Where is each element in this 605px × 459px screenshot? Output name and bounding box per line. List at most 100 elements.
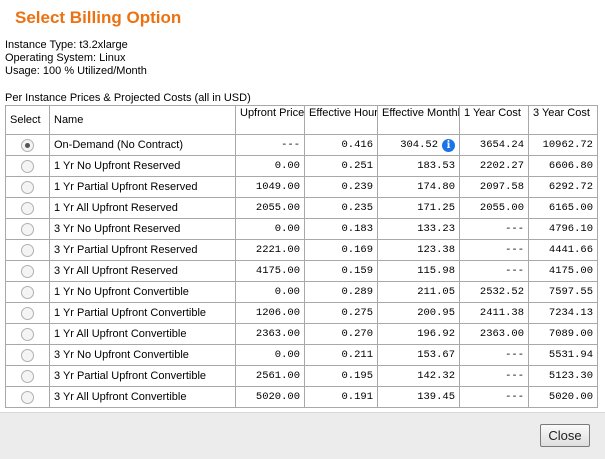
hourly-cost-cell: 0.416 bbox=[304, 134, 378, 156]
hourly-cost-cell: 0.169 bbox=[304, 239, 378, 261]
option-name: 1 Yr No Upfront Reserved bbox=[49, 155, 236, 177]
billing-option-radio[interactable] bbox=[21, 222, 34, 236]
select-cell bbox=[5, 260, 50, 282]
1yr-cost-cell: 2097.58 bbox=[459, 176, 529, 198]
3yr-cost-cell: 4796.10 bbox=[528, 218, 598, 240]
hourly-cost-cell: 0.239 bbox=[304, 176, 378, 198]
select-cell bbox=[5, 176, 50, 198]
upfront-price-cell: 5020.00 bbox=[235, 386, 305, 408]
billing-option-radio[interactable] bbox=[21, 390, 34, 404]
monthly-cost-cell: 171.25 bbox=[377, 197, 460, 219]
hourly-cost-cell: 0.251 bbox=[304, 155, 378, 177]
option-name: 1 Yr All Upfront Convertible bbox=[49, 323, 236, 345]
monthly-cost-cell: 153.67 bbox=[377, 344, 460, 366]
option-name: 3 Yr All Upfront Reserved bbox=[49, 260, 236, 282]
upfront-price-cell: 0.00 bbox=[235, 344, 305, 366]
table-row[interactable]: 1 Yr All Upfront Convertible 2363.00 0.270… bbox=[5, 323, 598, 345]
col-monthly-cost: Effective Monthly Cost bbox=[377, 105, 460, 135]
table-row[interactable]: 1 Yr All Upfront Reserved 2055.00 0.235 171… bbox=[5, 197, 598, 219]
option-name: 3 Yr No Upfront Reserved bbox=[49, 218, 236, 240]
table-row[interactable]: 3 Yr No Upfront Reserved 0.00 0.183 133.23-… bbox=[5, 218, 598, 240]
upfront-price-cell: 4175.00 bbox=[235, 260, 305, 282]
billing-option-radio[interactable] bbox=[21, 159, 34, 173]
dialog-title: Select Billing Option bbox=[15, 8, 182, 27]
col-3yr-cost: 3 Year Cost bbox=[528, 105, 598, 135]
table-row[interactable]: 3 Yr Partial Upfront Reserved 2221.00 0.16… bbox=[5, 239, 598, 261]
1yr-cost-cell: --- bbox=[459, 344, 529, 366]
hourly-cost-cell: 0.211 bbox=[304, 344, 378, 366]
upfront-price-cell: 0.00 bbox=[235, 281, 305, 303]
option-name: 1 Yr Partial Upfront Reserved bbox=[49, 176, 236, 198]
3yr-cost-cell: 7597.55 bbox=[528, 281, 598, 303]
3yr-cost-cell: 5531.94 bbox=[528, 344, 598, 366]
select-cell bbox=[5, 197, 50, 219]
3yr-cost-cell: 6606.80 bbox=[528, 155, 598, 177]
upfront-price-cell: 2561.00 bbox=[235, 365, 305, 387]
option-name: 1 Yr All Upfront Reserved bbox=[49, 197, 236, 219]
select-cell bbox=[5, 281, 50, 303]
billing-option-radio[interactable] bbox=[21, 138, 34, 152]
table-row[interactable]: 1 Yr Partial Upfront Convertible 1206.00 0… bbox=[5, 302, 598, 324]
monthly-cost-value: 304.52 bbox=[400, 139, 438, 151]
billing-option-radio[interactable] bbox=[21, 201, 34, 215]
table-row[interactable]: 3 Yr All Upfront Convertible 5020.00 0.191… bbox=[5, 386, 598, 408]
hourly-cost-cell: 0.191 bbox=[304, 386, 378, 408]
table-row[interactable]: 3 Yr Partial Upfront Convertible 2561.00 0… bbox=[5, 365, 598, 387]
usage: Usage: 100 % Utilized/Month bbox=[5, 65, 147, 77]
col-hourly-cost: Effective Hourly Cost bbox=[304, 105, 378, 135]
table-row[interactable]: On-Demand (No Contract) --- 0.416 304.52 i 36… bbox=[5, 134, 598, 156]
3yr-cost-cell: 4441.66 bbox=[528, 239, 598, 261]
billing-option-radio[interactable] bbox=[21, 285, 34, 299]
upfront-price-cell: 2055.00 bbox=[235, 197, 305, 219]
billing-option-radio[interactable] bbox=[21, 348, 34, 362]
monthly-cost-with-info: 304.52 i bbox=[382, 138, 455, 152]
select-cell bbox=[5, 155, 50, 177]
table-row[interactable]: 1 Yr Partial Upfront Reserved 1049.00 0.23… bbox=[5, 176, 598, 198]
billing-option-radio[interactable] bbox=[21, 369, 34, 383]
hourly-cost-cell: 0.235 bbox=[304, 197, 378, 219]
monthly-cost-cell: 139.45 bbox=[377, 386, 460, 408]
upfront-price-cell: 0.00 bbox=[235, 218, 305, 240]
monthly-cost-cell: 142.32 bbox=[377, 365, 460, 387]
table-row[interactable]: 3 Yr All Upfront Reserved 4175.00 0.159 115… bbox=[5, 260, 598, 282]
col-upfront-price: Upfront Price bbox=[235, 105, 305, 135]
billing-option-radio[interactable] bbox=[21, 264, 34, 278]
1yr-cost-cell: 2363.00 bbox=[459, 323, 529, 345]
table-row[interactable]: 3 Yr No Upfront Convertible 0.00 0.211 153.… bbox=[5, 344, 598, 366]
monthly-cost-cell: 196.92 bbox=[377, 323, 460, 345]
3yr-cost-cell: 5123.30 bbox=[528, 365, 598, 387]
hourly-cost-cell: 0.275 bbox=[304, 302, 378, 324]
billing-option-radio[interactable] bbox=[21, 327, 34, 341]
billing-option-radio[interactable] bbox=[21, 180, 34, 194]
select-cell bbox=[5, 134, 50, 156]
hourly-cost-cell: 0.159 bbox=[304, 260, 378, 282]
upfront-price-cell: 2221.00 bbox=[235, 239, 305, 261]
option-name: 1 Yr No Upfront Convertible bbox=[49, 281, 236, 303]
info-icon[interactable]: i bbox=[442, 138, 455, 152]
close-button[interactable]: Close bbox=[540, 424, 590, 447]
3yr-cost-cell: 7234.13 bbox=[528, 302, 598, 324]
option-name: On-Demand (No Contract) bbox=[49, 134, 236, 156]
1yr-cost-cell: --- bbox=[459, 239, 529, 261]
monthly-cost-cell: 123.38 bbox=[377, 239, 460, 261]
header-row: Select Name Upfront Price Effective Hour… bbox=[5, 105, 598, 135]
billing-option-radio[interactable] bbox=[21, 243, 34, 257]
select-cell bbox=[5, 365, 50, 387]
option-name: 3 Yr Partial Upfront Reserved bbox=[49, 239, 236, 261]
1yr-cost-cell: 2411.38 bbox=[459, 302, 529, 324]
upfront-price-cell: 1049.00 bbox=[235, 176, 305, 198]
1yr-cost-cell: 3654.24 bbox=[459, 134, 529, 156]
option-name: 3 Yr Partial Upfront Convertible bbox=[49, 365, 236, 387]
billing-option-radio[interactable] bbox=[21, 306, 34, 320]
1yr-cost-cell: --- bbox=[459, 386, 529, 408]
instance-info: Instance Type: t3.2xlarge Operating Syst… bbox=[5, 39, 147, 78]
hourly-cost-cell: 0.289 bbox=[304, 281, 378, 303]
table-row[interactable]: 1 Yr No Upfront Reserved 0.00 0.251 183.53 2… bbox=[5, 155, 598, 177]
table-body: On-Demand (No Contract) --- 0.416 304.52 i 36… bbox=[5, 134, 598, 408]
hourly-cost-cell: 0.195 bbox=[304, 365, 378, 387]
select-cell bbox=[5, 302, 50, 324]
dialog-footer: Close bbox=[0, 412, 605, 459]
table-row[interactable]: 1 Yr No Upfront Convertible 0.00 0.289 211.… bbox=[5, 281, 598, 303]
pricing-table: Select Name Upfront Price Effective Hour… bbox=[5, 105, 598, 408]
hourly-cost-cell: 0.183 bbox=[304, 218, 378, 240]
